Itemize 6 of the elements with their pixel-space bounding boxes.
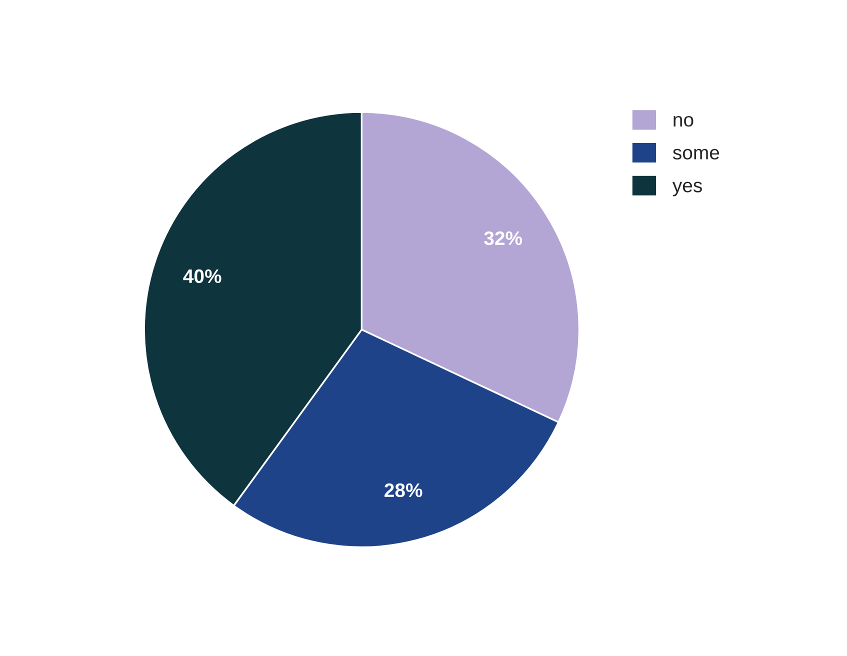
legend-label: some — [672, 148, 720, 160]
legend-label: yes — [672, 182, 702, 196]
data-label: 40% — [183, 269, 222, 284]
legend-label: no — [674, 116, 694, 127]
data-label: 32% — [484, 231, 522, 246]
data-label: 28% — [384, 483, 422, 498]
